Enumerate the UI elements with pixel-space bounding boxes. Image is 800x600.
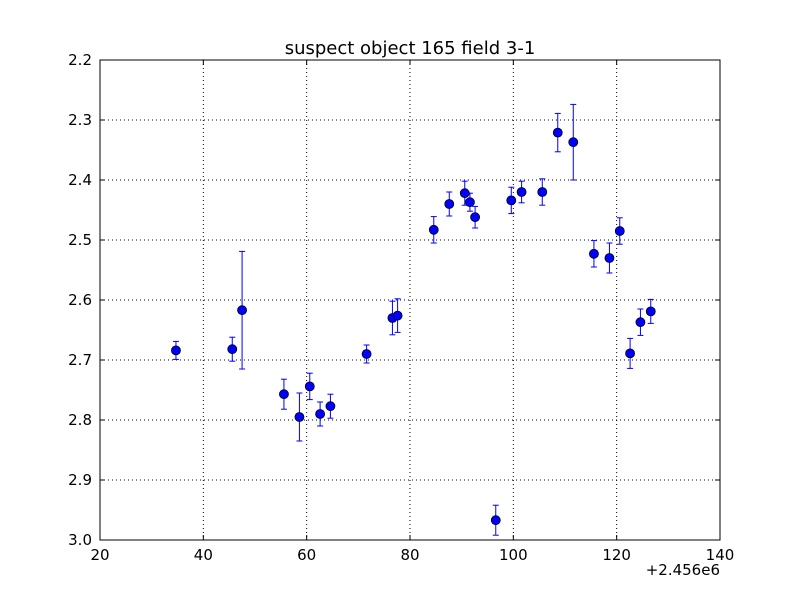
grid: [100, 60, 720, 540]
y-tick-label: 2.4: [68, 171, 92, 189]
data-point: [237, 305, 247, 316]
data-point: [459, 188, 470, 199]
chart-title: suspect object 165 field 3-1: [285, 38, 536, 59]
data-point: [604, 253, 615, 263]
x-tick-label: 100: [499, 546, 528, 564]
data-point: [470, 212, 481, 223]
data-point: [614, 226, 625, 236]
data-point: [568, 137, 579, 148]
data-point: [635, 317, 646, 328]
data-point: [625, 348, 635, 359]
x-tick-label: 40: [194, 546, 213, 564]
data-points: [171, 127, 656, 526]
data-point: [552, 127, 563, 138]
x-offset-label: +2.456e6: [646, 561, 720, 579]
data-point: [428, 224, 439, 235]
y-axis: 2.2 2.3 2.4 2.5 2.6 2.7 2.8 2.9 3.0: [68, 51, 720, 549]
x-tick-label: 140: [706, 546, 735, 564]
data-point: [490, 515, 501, 526]
data-point: [506, 195, 517, 206]
data-point: [444, 199, 455, 209]
data-point: [392, 310, 403, 321]
data-point: [315, 409, 326, 419]
data-point: [227, 344, 238, 355]
x-tick-label: 80: [400, 546, 419, 564]
y-tick-label: 2.3: [68, 111, 92, 129]
data-point: [537, 187, 548, 197]
y-tick-label: 2.9: [68, 471, 92, 489]
y-tick-label: 2.2: [68, 51, 92, 69]
y-tick-label: 2.7: [68, 351, 92, 369]
data-point: [294, 412, 305, 422]
data-point: [304, 381, 315, 392]
data-point: [279, 389, 289, 400]
y-tick-label: 2.5: [68, 231, 92, 249]
data-point: [171, 345, 181, 356]
y-tick-label: 2.6: [68, 291, 92, 309]
x-axis: 20 40 60 80 100 120 140: [90, 60, 734, 564]
y-tick-label: 3.0: [68, 531, 92, 549]
x-tick-label: 60: [297, 546, 316, 564]
x-tick-label: 20: [90, 546, 109, 564]
data-point: [516, 187, 527, 197]
data-point: [645, 306, 656, 317]
data-point: [361, 349, 372, 359]
data-point: [465, 197, 475, 208]
x-tick-label: 120: [602, 546, 631, 564]
y-tick-label: 2.8: [68, 411, 92, 429]
data-point: [589, 248, 599, 259]
data-point: [325, 401, 336, 412]
